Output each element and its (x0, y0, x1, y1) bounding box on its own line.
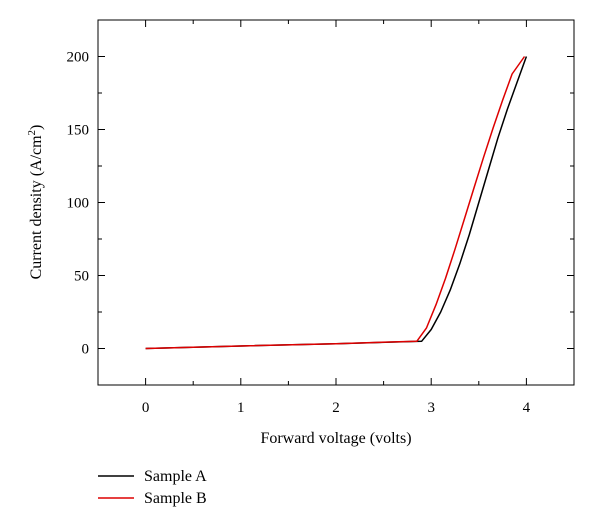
series-line-sample-b (145, 56, 526, 350)
x-tick-label: 4 (523, 400, 531, 416)
plot-frame (97, 19, 575, 386)
x-axis-title: Forward voltage (volts) (260, 430, 411, 447)
y-tick-label: 0 (82, 342, 90, 358)
y-axis-title-end: ) (28, 125, 45, 130)
y-tick-label: 100 (67, 196, 90, 212)
y-axis-title-main: Current density (A/cm (28, 135, 45, 280)
x-tick-label: 3 (427, 400, 435, 416)
axis-ticks (97, 19, 575, 386)
y-axis-title-sup: 2 (26, 130, 38, 136)
y-tick-label: 150 (67, 123, 90, 139)
y-tick-labels: 0 50 100 150 200 (67, 50, 90, 358)
x-tick-label: 2 (332, 400, 340, 416)
x-tick-label: 1 (237, 400, 245, 416)
y-axis-title: Current density (A/cm2) (26, 125, 45, 280)
x-tick-label: 0 (142, 400, 150, 416)
legend-label-sample-b: Sample B (144, 490, 207, 507)
legend-label-sample-a: Sample A (144, 468, 207, 485)
series-lines (145, 56, 528, 350)
x-tick-labels: 0 1 2 3 4 (142, 400, 531, 416)
y-tick-label: 200 (67, 50, 90, 66)
legend: Sample A Sample B (98, 468, 207, 507)
y-tick-label: 50 (74, 269, 89, 285)
